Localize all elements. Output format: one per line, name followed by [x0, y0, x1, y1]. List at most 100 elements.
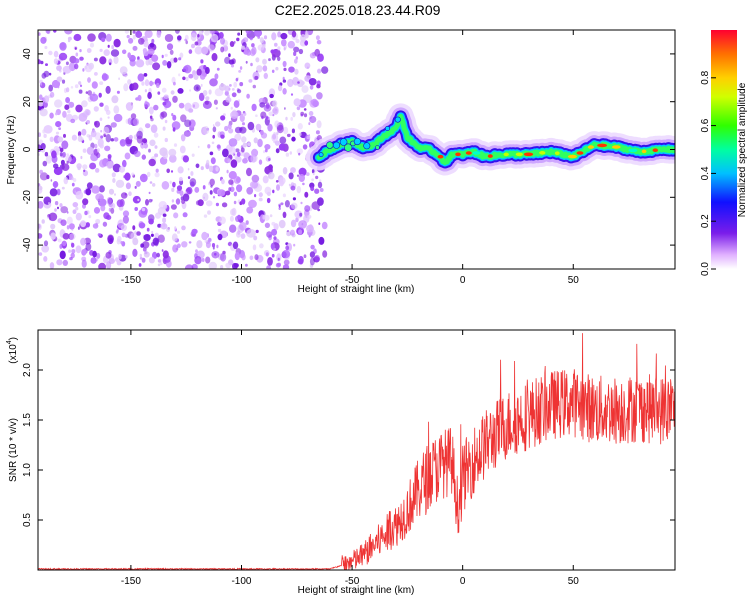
noise-blob [171, 113, 174, 117]
noise-blob [159, 262, 163, 266]
noise-blob [304, 33, 309, 39]
noise-blob [137, 56, 140, 61]
noise-blob [182, 66, 189, 72]
noise-blob [99, 81, 104, 85]
noise-blob [146, 227, 150, 232]
noise-blob [195, 200, 201, 206]
noise-blob [279, 136, 287, 145]
noise-blob [117, 235, 122, 243]
noise-blob [65, 61, 69, 66]
noise-blob [266, 231, 273, 238]
noise-blob [161, 87, 167, 93]
noise-blob [288, 183, 291, 187]
noise-blob [191, 43, 195, 49]
noise-blob [242, 122, 245, 126]
noise-blob [64, 104, 70, 110]
ridge-blob [344, 143, 353, 152]
noise-blob [113, 113, 123, 123]
noise-blob [152, 183, 156, 187]
noise-blob [173, 212, 179, 219]
noise-blob [255, 114, 258, 117]
noise-blob [149, 181, 153, 184]
ridge-peak [539, 151, 546, 155]
noise-blob [151, 230, 154, 234]
noise-blob [210, 30, 214, 34]
noise-blob [59, 42, 67, 51]
noise-blob [273, 236, 277, 240]
noise-blob [303, 108, 307, 111]
noise-blob [172, 244, 179, 253]
noise-blob [124, 255, 128, 259]
noise-blob [162, 151, 168, 160]
noise-blob [92, 250, 97, 258]
noise-blob [210, 157, 216, 165]
noise-blob [272, 100, 278, 107]
noise-blob [55, 112, 58, 116]
noise-blob [220, 134, 225, 139]
noise-blob [207, 44, 215, 52]
noise-blob [68, 223, 75, 230]
y-tick-label: -40 [22, 237, 33, 252]
noise-blob [49, 188, 58, 197]
noise-blob [219, 216, 226, 225]
noise-blob [302, 182, 305, 186]
noise-blob [315, 175, 319, 180]
noise-blob [53, 183, 57, 189]
noise-blob [285, 116, 288, 121]
noise-blob [171, 233, 178, 242]
noise-blob [138, 263, 142, 267]
noise-blob [61, 163, 70, 171]
noise-blob [268, 172, 275, 180]
noise-blob [298, 48, 304, 55]
noise-blob [217, 233, 223, 241]
noise-blob [185, 76, 189, 82]
ridge-blob [326, 141, 334, 149]
noise-blob [205, 241, 211, 249]
noise-blob [245, 60, 248, 64]
noise-blob [162, 101, 167, 106]
noise-blob [75, 52, 79, 57]
noise-blob [264, 186, 272, 195]
y-tick-label: 2.0 [22, 363, 33, 377]
noise-blob [279, 179, 284, 187]
noise-blob [290, 219, 297, 228]
noise-blob [99, 143, 104, 149]
noise-blob [99, 117, 103, 121]
noise-blob [170, 170, 174, 173]
noise-blob [246, 187, 254, 195]
noise-blob [178, 176, 183, 182]
noise-blob [263, 104, 272, 112]
noise-blob [49, 262, 55, 269]
noise-blob [53, 50, 59, 58]
noise-blob [55, 131, 60, 135]
noise-blob [245, 220, 249, 225]
noise-blob [263, 150, 266, 154]
noise-blob [284, 200, 290, 208]
colorbar-gradient [711, 30, 737, 269]
noise-blob [227, 158, 232, 163]
snr-multiplier-close: ) [8, 337, 19, 340]
noise-blob [56, 259, 63, 266]
noise-blob [316, 40, 322, 45]
noise-blob [211, 141, 215, 145]
ridge-blob [375, 145, 380, 150]
y-tick-label: 0.5 [22, 513, 33, 527]
spectrogram-ridge [305, 103, 675, 176]
noise-blob [178, 102, 185, 109]
noise-blob [228, 146, 236, 156]
noise-blob [232, 262, 238, 269]
noise-blob [268, 158, 271, 161]
noise-blob [82, 164, 88, 170]
noise-blob [67, 39, 71, 43]
noise-blob [303, 113, 308, 118]
x-tick-label: 0 [460, 275, 466, 286]
ridge-peak [465, 151, 472, 155]
noise-blob [211, 251, 220, 259]
noise-blob [277, 56, 281, 62]
noise-blob [62, 65, 72, 74]
noise-blob [139, 173, 148, 183]
noise-blob [321, 66, 329, 74]
noise-blob [156, 30, 162, 38]
x-tick-label: 0 [460, 576, 466, 587]
